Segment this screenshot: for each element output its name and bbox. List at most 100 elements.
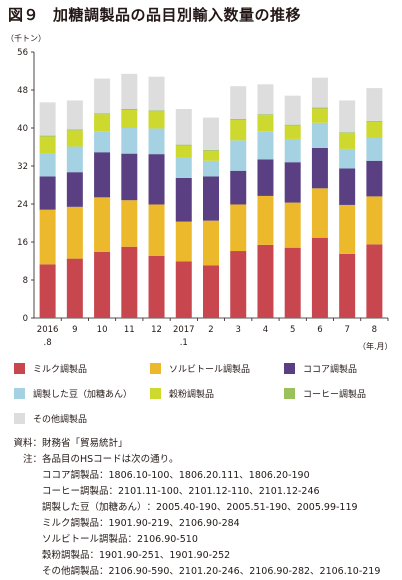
legend-swatch-flour — [150, 388, 161, 399]
bar-segment-s4-c8 — [257, 115, 274, 132]
hs-code-row: 穀粉調製品 ：1901.90-251、1901.90-252 — [42, 548, 380, 564]
bar-segment-s5-c10 — [311, 107, 328, 109]
bar-segment-s1-c1 — [66, 206, 83, 259]
bar-segment-s2-c2 — [94, 152, 111, 198]
x-tick-label: 9 — [72, 325, 77, 335]
source-label: 資料： — [13, 438, 42, 449]
note-label: 注： — [22, 454, 42, 465]
bar-segment-s4-c11 — [339, 133, 356, 149]
bar-segment-s5-c2 — [94, 113, 111, 115]
bar-segment-s3-c0 — [39, 153, 56, 177]
bar-segment-s5-c3 — [121, 109, 138, 110]
bar-segment-s0-c5 — [175, 261, 192, 318]
bar-segment-s3-c1 — [66, 146, 83, 173]
bar-segment-s5-c0 — [39, 135, 56, 137]
bar-segment-s4-c4 — [148, 111, 165, 129]
bar-segment-s2-c5 — [175, 177, 192, 222]
bar-segment-s0-c9 — [284, 247, 301, 318]
legend-item-beans: 調製した豆（加糖あん） — [14, 387, 132, 400]
bar-segment-s0-c8 — [257, 244, 274, 318]
legend-swatch-beans — [14, 388, 25, 399]
legend-label-other: その他調製品 — [33, 415, 88, 425]
legend-item-flour: 穀粉調製品 — [150, 387, 214, 400]
x-tick-label: 10 — [97, 325, 108, 335]
hs-item-codes: ：1901.90-219、2106.90-284 — [99, 518, 240, 529]
bar-segment-s3-c10 — [311, 122, 328, 148]
figure-title: 図９ 加糖調製品の品目別輸入数量の推移 — [8, 4, 301, 25]
bar-segment-s0-c1 — [66, 258, 83, 318]
y-tick-label: 32 — [17, 162, 28, 172]
bar-segment-s0-c2 — [94, 251, 111, 318]
bar-segment-s6-c10 — [311, 77, 328, 108]
bar-segment-s4-c7 — [230, 119, 247, 141]
bar-segment-s2-c8 — [257, 159, 274, 196]
legend-item-other: その他調製品 — [14, 412, 87, 425]
bar-segment-s2-c4 — [148, 154, 165, 205]
figure-title-text: 加糖調製品の品目別輸入数量の推移 — [53, 6, 302, 24]
figure-notes: 資料： 財務省「貿易統計」 注： 各品目のHSコードは次の通り。 ココア調製品 ：18… — [6, 436, 380, 580]
bar-segment-s4-c1 — [66, 130, 83, 147]
y-tick-label: 0 — [23, 314, 28, 324]
bar-segment-s3-c2 — [94, 131, 111, 153]
x-tick-label: 12 — [151, 325, 162, 335]
bar-segment-s1-c6 — [203, 220, 219, 266]
y-tick-label: 48 — [17, 86, 28, 96]
bar-segment-s0-c12 — [366, 244, 383, 318]
bar-segment-s0-c6 — [203, 265, 219, 318]
y-tick-label: 16 — [17, 238, 28, 248]
legend-item-milk: ミルク調製品 — [14, 362, 87, 375]
bar-segment-s2-c3 — [121, 153, 138, 201]
bar-segment-s6-c0 — [39, 102, 56, 136]
hs-item-name: ココア調製品 — [42, 470, 100, 481]
bar-segment-s6-c12 — [366, 88, 383, 121]
bar-segment-s6-c8 — [257, 84, 274, 115]
hs-item-codes: ：2106.90-510 — [127, 534, 198, 545]
bar-segment-s1-c5 — [175, 221, 192, 262]
bar-segment-s2-c7 — [230, 170, 247, 205]
bar-segment-s1-c3 — [121, 200, 138, 247]
hs-item-codes: ：2106.90-590、2101.20-246、2106.90-282、210… — [99, 566, 381, 577]
bar-segment-s3-c9 — [284, 138, 301, 163]
x-tick-label: 3 — [236, 325, 241, 335]
legend-swatch-other — [14, 413, 25, 424]
legend-label-sorbitol: ソルビトール調製品 — [169, 365, 251, 375]
bar-segment-s0-c7 — [230, 251, 247, 318]
bar-segment-s2-c1 — [66, 172, 83, 207]
bar-segment-s4-c12 — [366, 121, 383, 138]
hs-item-name: ミルク調製品 — [42, 518, 100, 529]
bar-segment-s4-c0 — [39, 136, 56, 154]
bar-segment-s3-c3 — [121, 128, 138, 154]
x-tick-label: 8 — [372, 325, 377, 335]
hs-item-name: 穀粉調製品 — [42, 550, 90, 561]
hs-code-row: ミルク調製品 ：1901.90-219、2106.90-284 — [42, 516, 380, 532]
note-text: 各品目のHSコードは次の通り。 — [42, 454, 179, 465]
bar-segment-s4-c2 — [94, 114, 111, 132]
bar-segment-s6-c9 — [284, 95, 301, 125]
legend-item-sorbitol: ソルビトール調製品 — [150, 362, 250, 375]
legend-label-milk: ミルク調製品 — [33, 365, 88, 375]
hs-item-codes: ：1806.10-100、1806.20.111、1806.20-190 — [99, 470, 310, 481]
hs-item-codes: ：2101.11-100、2101.12-110、2101.12-246 — [108, 486, 320, 497]
bar-segment-s4-c10 — [311, 108, 328, 123]
x-tick-sublabel: .1 — [180, 338, 188, 348]
legend-swatch-cocoa — [284, 363, 295, 374]
hs-code-row: コーヒー調製品 ：2101.11-100、2101.12-110、2101.12-… — [42, 484, 380, 500]
bar-segment-s3-c4 — [148, 128, 165, 155]
source-text: 財務省「貿易統計」 — [42, 438, 128, 449]
bar-segment-s6-c3 — [121, 73, 138, 109]
note-row: 注： 各品目のHSコードは次の通り。 — [6, 452, 380, 468]
bar-segment-s4-c9 — [284, 125, 301, 139]
hs-code-row: 調製した豆（加糖あん） ：2005.40-190、2005.51-190、2005… — [42, 500, 380, 516]
figure-number: 図９ — [8, 6, 40, 24]
bar-segment-s1-c9 — [284, 202, 301, 248]
bar-segment-s1-c11 — [339, 204, 356, 254]
legend-item-coffee: コーヒー調製品 — [284, 387, 366, 400]
bar-segment-s3-c5 — [175, 157, 192, 178]
hs-item-name: その他調製品 — [42, 566, 100, 577]
bar-segment-s6-c11 — [339, 100, 356, 133]
hs-item-name: 調製した豆（加糖あん） — [42, 502, 147, 513]
y-tick-label: 24 — [17, 200, 28, 210]
bar-segment-s1-c10 — [311, 188, 328, 238]
bar-segment-s5-c5 — [175, 144, 192, 146]
